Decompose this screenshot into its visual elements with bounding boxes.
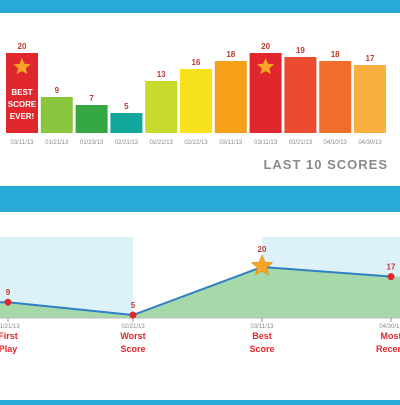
bar-date-label: 01/23/13	[80, 140, 104, 146]
score-bar	[76, 105, 108, 133]
score-bar	[319, 61, 351, 133]
bar-date-label: 03/11/13	[254, 140, 278, 146]
progress-panel: 9 01/21/13 5 02/21/13 20 03/11/13 17 04/30/13 Fi…	[0, 212, 400, 400]
bar-date-label: 04/10/13	[324, 140, 348, 146]
bar-date-label: 02/22/13	[184, 140, 208, 146]
x-tick-label: 04/30/13	[379, 324, 400, 330]
point-value-label: 9	[6, 288, 11, 297]
last-scores-panel: 20 03/11/13 9 01/21/13 7 01/23/13 5 02/21/13 13 0…	[0, 13, 400, 186]
milestone-label: Worst	[120, 331, 145, 341]
x-tick-label: 02/21/13	[121, 324, 145, 330]
milestone-label: Recent	[376, 344, 400, 354]
bar-value-label: 18	[226, 50, 235, 59]
bar-date-label: 01/21/13	[45, 140, 69, 146]
bar-value-label: 20	[261, 42, 270, 51]
x-tick-label: 01/21/13	[0, 324, 20, 330]
data-point	[5, 299, 12, 306]
bar-value-label: 18	[331, 50, 340, 59]
score-bar	[110, 113, 142, 133]
score-bar	[354, 65, 386, 133]
milestone-label: Score	[120, 344, 145, 354]
bar-value-label: 7	[89, 94, 94, 103]
bar-value-label: 20	[18, 42, 27, 51]
milestone-label: Play	[0, 344, 17, 354]
bar-date-label: 04/30/13	[358, 140, 382, 146]
bar-value-label: 16	[192, 58, 201, 67]
bar-date-label: 03/11/13	[11, 140, 35, 146]
bar-value-label: 13	[157, 70, 166, 79]
point-value-label: 5	[131, 301, 136, 310]
best-score-badge-line: BEST	[11, 88, 32, 97]
best-score-badge-line: EVER!	[10, 112, 34, 121]
bar-date-label: 03/21/13	[289, 140, 313, 146]
data-point	[388, 273, 395, 280]
milestone-label: First	[0, 331, 18, 341]
milestone-label: Score	[249, 344, 274, 354]
bar-value-label: 5	[124, 102, 129, 111]
bar-date-label: 02/21/13	[115, 140, 139, 146]
bar-value-label: 9	[55, 86, 60, 95]
bar-value-label: 17	[366, 54, 375, 63]
milestone-label: Most	[381, 331, 400, 341]
x-tick-label: 03/11/13	[251, 324, 275, 330]
score-bar	[41, 97, 73, 133]
chart-heading: LAST 10 SCORES	[263, 157, 388, 172]
score-bar	[145, 81, 177, 133]
bar-value-label: 19	[296, 46, 305, 55]
data-point	[130, 312, 137, 319]
best-score-badge-line: SCORE	[8, 100, 37, 109]
point-value-label: 17	[387, 263, 396, 272]
score-bar	[180, 69, 212, 133]
bar-date-label: 03/11/13	[219, 140, 243, 146]
milestone-label: Best	[252, 331, 272, 341]
score-bar	[215, 61, 247, 133]
point-value-label: 20	[258, 245, 267, 254]
score-bar	[284, 57, 316, 133]
bar-date-label: 02/21/13	[150, 140, 174, 146]
area-chart: 9 01/21/13 5 02/21/13 20 03/11/13 17 04/30/13 Fi…	[0, 212, 400, 400]
